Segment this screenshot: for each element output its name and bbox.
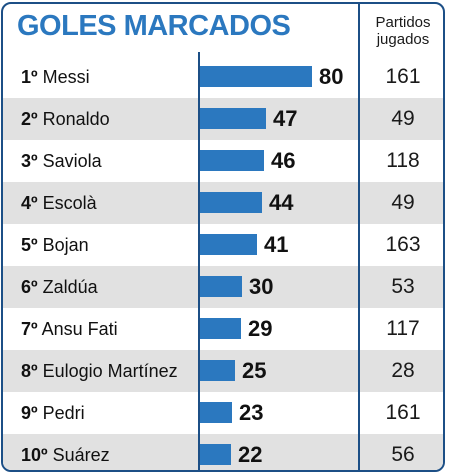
goals-value-label: 44 bbox=[269, 190, 294, 215]
player-label: 1º Messi bbox=[21, 56, 90, 98]
rank-number: 3º bbox=[21, 151, 38, 171]
chart-title: GOLES MARCADOS bbox=[17, 10, 291, 42]
goals-bar bbox=[200, 234, 257, 255]
player-name: Messi bbox=[42, 67, 90, 87]
games-played-value: 28 bbox=[391, 359, 415, 382]
goals-value-label: 25 bbox=[242, 358, 267, 383]
games-played-value: 118 bbox=[386, 149, 420, 172]
goals-bar bbox=[200, 192, 262, 213]
player-name: Suárez bbox=[52, 445, 110, 465]
ranking-row: 4º Escolà 44 49 bbox=[3, 182, 443, 224]
ranking-row: 7º Ansu Fati 29 117 bbox=[3, 308, 443, 350]
player-label: 6º Zaldúa bbox=[21, 266, 98, 308]
ranking-row: 9º Pedri 23 161 bbox=[3, 392, 443, 434]
goals-bar bbox=[200, 66, 312, 87]
chart-card: GOLES MARCADOS Partidos jugados 1º Messi… bbox=[1, 2, 445, 472]
games-played-header: Partidos jugados bbox=[361, 14, 443, 48]
games-played-value: 49 bbox=[391, 191, 415, 214]
goals-bar bbox=[200, 402, 232, 423]
player-label: 4º Escolà bbox=[21, 182, 97, 224]
player-name: Bojan bbox=[42, 235, 89, 255]
player-label: 10º Suárez bbox=[21, 434, 110, 470]
goals-bar bbox=[200, 150, 264, 171]
player-name: Escolà bbox=[42, 193, 97, 213]
games-played-value: 161 bbox=[385, 65, 421, 88]
games-header-line-1: Partidos bbox=[375, 14, 431, 31]
rank-number: 1º bbox=[21, 67, 38, 87]
goals-value-label: 30 bbox=[249, 274, 274, 299]
goals-bar bbox=[200, 444, 231, 465]
ranking-row: 2º Ronaldo 47 49 bbox=[3, 98, 443, 140]
rank-number: 2º bbox=[21, 109, 38, 129]
games-header-line-2: jugados bbox=[376, 31, 430, 48]
ranking-row: 5º Bojan 41 163 bbox=[3, 224, 443, 266]
games-played-value: 49 bbox=[391, 107, 415, 130]
rank-number: 7º bbox=[21, 319, 38, 339]
player-label: 2º Ronaldo bbox=[21, 98, 110, 140]
goals-value-label: 46 bbox=[271, 148, 296, 173]
column-divider bbox=[358, 4, 360, 470]
player-label: 5º Bojan bbox=[21, 224, 89, 266]
ranking-row: 8º Eulogio Martínez 25 28 bbox=[3, 350, 443, 392]
rank-number: 9º bbox=[21, 403, 38, 423]
games-played-value: 163 bbox=[385, 233, 421, 256]
rank-number: 10º bbox=[21, 445, 48, 465]
rank-number: 8º bbox=[21, 361, 38, 381]
goals-bar bbox=[200, 276, 242, 297]
goals-bar bbox=[200, 318, 241, 339]
goals-value-label: 80 bbox=[319, 64, 344, 89]
rank-number: 4º bbox=[21, 193, 38, 213]
player-name: Ansu Fati bbox=[41, 319, 118, 339]
bar-axis-line bbox=[198, 52, 200, 470]
games-played-value: 53 bbox=[391, 275, 415, 298]
ranking-row: 3º Saviola 46 118 bbox=[3, 140, 443, 182]
goals-bar bbox=[200, 108, 266, 129]
ranking-row: 6º Zaldúa 30 53 bbox=[3, 266, 443, 308]
ranking-row: 10º Suárez 22 56 bbox=[3, 434, 443, 470]
player-label: 7º Ansu Fati bbox=[21, 308, 118, 350]
goals-value-label: 29 bbox=[248, 316, 273, 341]
player-name: Ronaldo bbox=[42, 109, 110, 129]
rank-number: 6º bbox=[21, 277, 38, 297]
ranking-row: 1º Messi 80 161 bbox=[3, 56, 443, 98]
goals-value-label: 47 bbox=[273, 106, 298, 131]
player-name: Eulogio Martínez bbox=[42, 361, 178, 381]
goals-value-label: 23 bbox=[239, 400, 264, 425]
player-name: Saviola bbox=[42, 151, 102, 171]
goals-bar bbox=[200, 360, 235, 381]
rank-number: 5º bbox=[21, 235, 38, 255]
player-name: Pedri bbox=[42, 403, 85, 423]
games-played-value: 56 bbox=[391, 443, 415, 466]
goals-value-label: 41 bbox=[264, 232, 289, 257]
player-label: 3º Saviola bbox=[21, 140, 102, 182]
player-label: 8º Eulogio Martínez bbox=[21, 350, 178, 392]
goals-value-label: 22 bbox=[238, 442, 263, 467]
player-name: Zaldúa bbox=[42, 277, 98, 297]
games-played-value: 117 bbox=[386, 317, 420, 340]
player-label: 9º Pedri bbox=[21, 392, 85, 434]
games-played-value: 161 bbox=[385, 401, 421, 424]
